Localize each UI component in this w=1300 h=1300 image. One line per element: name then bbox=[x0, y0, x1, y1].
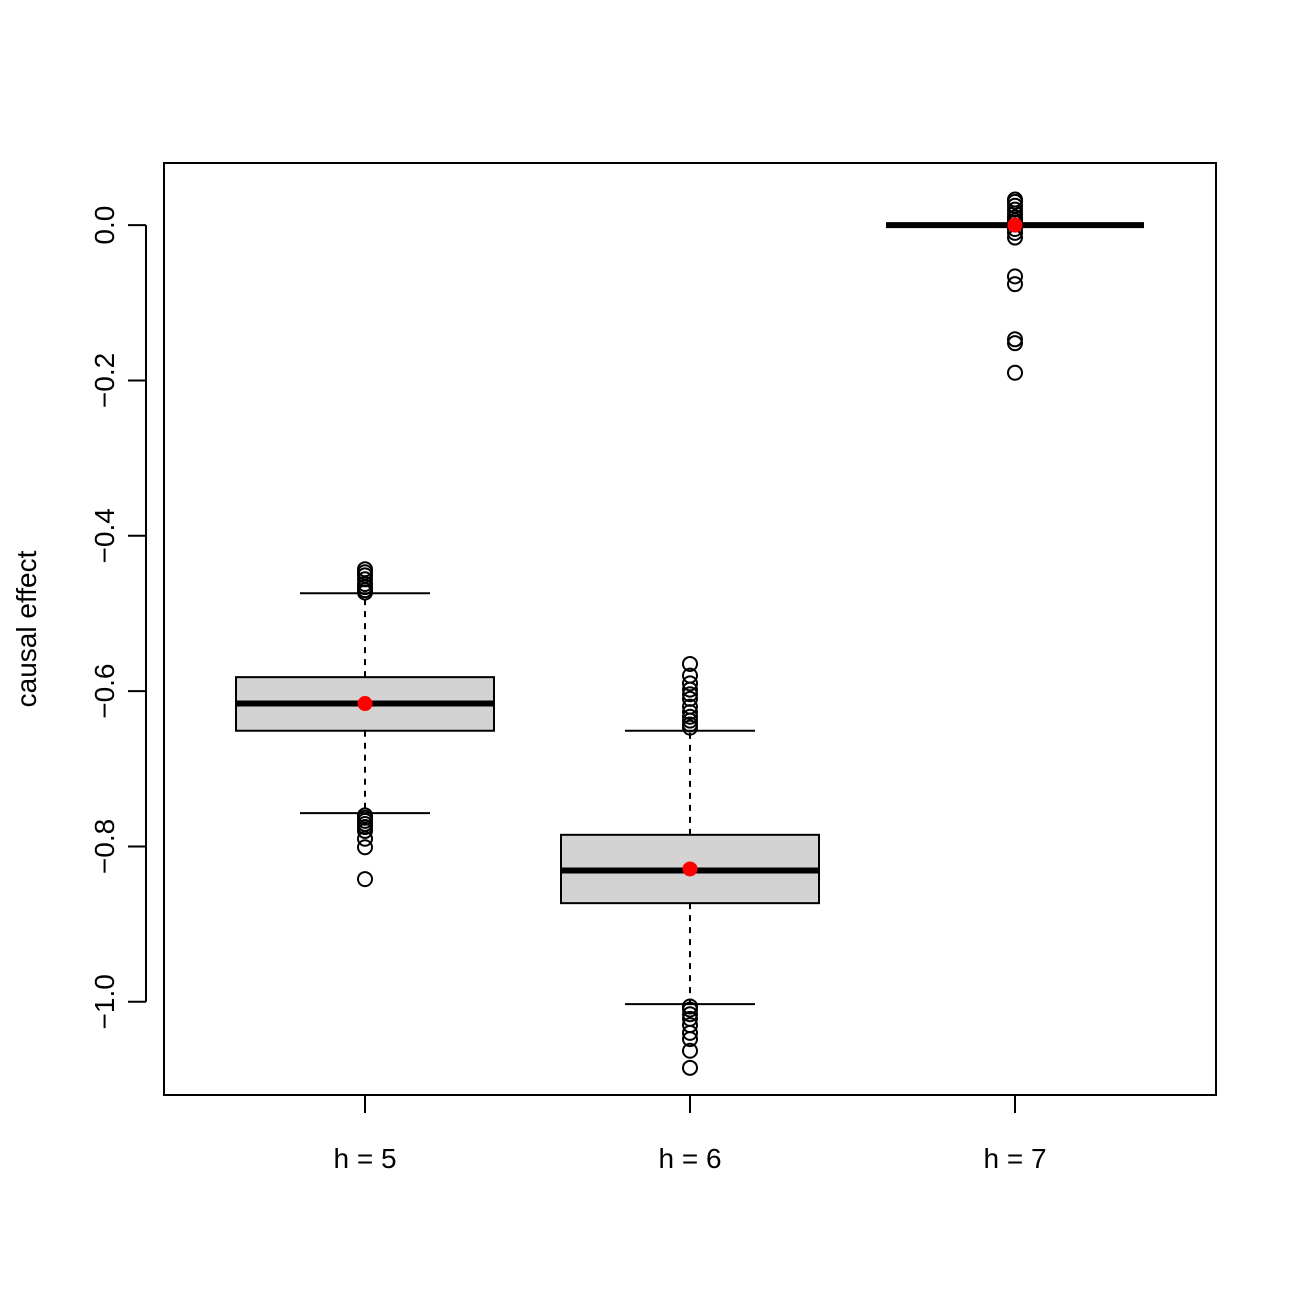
y-tick-label: −0.2 bbox=[89, 353, 120, 408]
box-group bbox=[886, 191, 1144, 381]
y-tick-label: −0.6 bbox=[89, 663, 120, 718]
outlier-point bbox=[357, 871, 373, 888]
outlier-point bbox=[357, 584, 373, 601]
outlier-point bbox=[682, 704, 698, 721]
y-tick-label: −0.8 bbox=[89, 819, 120, 874]
y-tick-label: −0.4 bbox=[89, 508, 120, 563]
mean-marker bbox=[1007, 217, 1023, 233]
y-axis-label: causal effect bbox=[11, 550, 42, 707]
outlier-point bbox=[357, 822, 373, 839]
outlier-point bbox=[357, 830, 373, 847]
y-tick-label: 0.0 bbox=[89, 206, 120, 245]
outlier-point bbox=[357, 819, 373, 836]
outlier-point bbox=[682, 1031, 698, 1048]
outlier-point bbox=[1007, 276, 1023, 293]
outlier-point bbox=[682, 1001, 698, 1018]
outlier-point bbox=[682, 1006, 698, 1023]
outlier-point bbox=[682, 1042, 698, 1059]
outlier-point bbox=[1007, 335, 1023, 352]
outlier-point bbox=[682, 675, 698, 692]
box-series bbox=[235, 191, 1144, 1076]
outlier-point bbox=[682, 712, 698, 729]
outlier-point bbox=[682, 681, 698, 698]
outlier-point bbox=[1007, 268, 1023, 285]
outlier-point bbox=[682, 1059, 698, 1076]
outlier-point bbox=[1007, 331, 1023, 348]
outlier-point bbox=[682, 719, 698, 736]
mean-marker bbox=[357, 696, 373, 712]
x-tick-label: h = 7 bbox=[983, 1143, 1046, 1174]
outlier-point bbox=[1007, 193, 1023, 210]
y-tick-label: −1.0 bbox=[89, 974, 120, 1029]
box-group bbox=[560, 655, 820, 1076]
outlier-point bbox=[682, 686, 698, 703]
x-tick-label: h = 5 bbox=[333, 1143, 396, 1174]
box-group bbox=[235, 561, 495, 888]
outlier-point bbox=[1007, 364, 1023, 381]
x-axis: h = 5 h = 6 h = 7 bbox=[333, 1095, 1047, 1174]
outlier-point bbox=[682, 655, 698, 672]
outlier-point bbox=[682, 708, 698, 725]
x-tick-label: h = 6 bbox=[658, 1143, 721, 1174]
outlier-point bbox=[682, 1024, 698, 1041]
mean-marker bbox=[682, 861, 698, 877]
outlier-point bbox=[357, 839, 373, 856]
y-axis: −1.0 −0.8 −0.6 −0.4 −0.2 0.0 bbox=[89, 206, 147, 1029]
